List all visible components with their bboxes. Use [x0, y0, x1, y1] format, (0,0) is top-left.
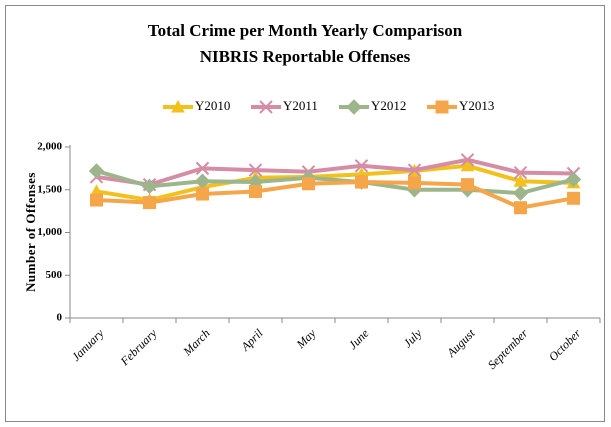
- chart-border: [5, 5, 605, 422]
- legend-label: Y2010: [195, 98, 230, 113]
- y-tick-label: 2,000: [37, 141, 62, 153]
- data-point: [407, 163, 422, 177]
- legend-label: Y2013: [459, 98, 494, 113]
- data-point: [88, 163, 105, 179]
- data-point: [248, 163, 263, 177]
- data-point: [354, 159, 369, 173]
- data-point: [143, 196, 156, 210]
- data-point: [514, 201, 527, 215]
- data-point: [513, 165, 528, 180]
- chart-subtitle: NIBRIS Reportable Offenses: [200, 47, 411, 66]
- legend-marker: [435, 100, 449, 114]
- y-tick-label: 0: [57, 312, 63, 324]
- data-point: [460, 158, 475, 172]
- chart-title: Total Crime per Month Yearly Comparison: [148, 21, 463, 40]
- data-point: [512, 185, 529, 201]
- data-point: [141, 178, 158, 195]
- series-line: [96, 180, 574, 210]
- legend-label: Y2011: [283, 98, 318, 113]
- series-line: [96, 163, 574, 203]
- y-tick-label: 1,500: [37, 183, 62, 195]
- data-point: [196, 187, 209, 201]
- data-point: [461, 178, 474, 192]
- data-point: [460, 153, 475, 167]
- data-point: [302, 177, 315, 191]
- data-point: [408, 176, 421, 190]
- legend-marker: [346, 99, 362, 115]
- y-axis-title: Number of Offenses: [23, 172, 38, 292]
- series-line: [95, 169, 574, 196]
- data-point: [565, 171, 582, 188]
- data-point: [567, 191, 580, 205]
- data-point: [355, 175, 368, 189]
- y-tick-label: 500: [46, 269, 63, 281]
- y-tick-label: 1,000: [37, 226, 62, 238]
- legend-label: Y2012: [371, 98, 406, 113]
- series-line: [96, 157, 574, 187]
- data-point: [249, 184, 262, 198]
- legend-marker: [171, 99, 185, 113]
- data-point: [195, 161, 210, 176]
- legend-marker: [259, 100, 273, 114]
- data-point: [90, 193, 103, 207]
